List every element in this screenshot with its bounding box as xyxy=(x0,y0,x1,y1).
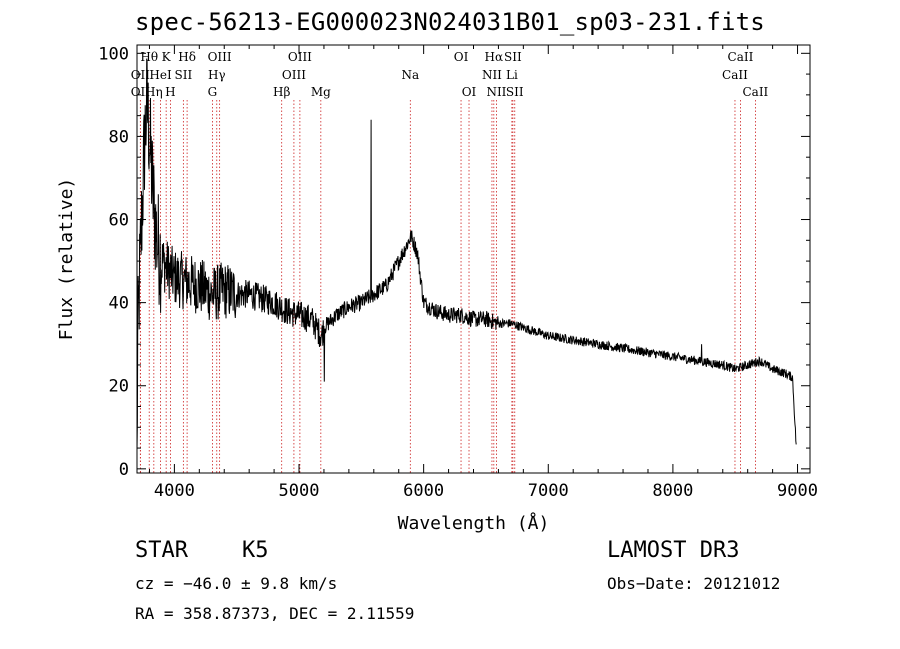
marker-label: G xyxy=(208,85,218,99)
y-tick-label: 20 xyxy=(109,377,129,397)
marker-label: OI xyxy=(462,85,477,99)
object-class: STAR xyxy=(135,538,188,563)
marker-label: CaII xyxy=(728,50,754,64)
x-axis-label: Wavelength (Å) xyxy=(398,512,550,534)
x-tick-label: 6000 xyxy=(403,481,444,501)
coordinates: RA = 358.87373, DEC = 2.11559 xyxy=(135,604,415,623)
y-axis-label: Flux (relative) xyxy=(56,178,77,341)
chart-title: spec-56213-EG000023N024031B01_sp03-231.f… xyxy=(135,8,765,36)
obs-date: Obs−Date: 20121012 xyxy=(607,574,781,593)
marker-label: Na xyxy=(401,68,419,82)
marker-label: H xyxy=(165,85,175,99)
y-tick-label: 0 xyxy=(119,460,129,480)
x-tick-label: 8000 xyxy=(652,481,693,501)
y-tick-label: 100 xyxy=(98,44,129,64)
x-tick-label: 5000 xyxy=(279,481,320,501)
marker-label: CaII xyxy=(742,85,768,99)
marker-label: Hδ xyxy=(178,50,196,64)
x-tick-label: 4000 xyxy=(154,481,195,501)
marker-label: Hγ xyxy=(208,68,226,82)
marker-label: SII xyxy=(504,50,522,64)
marker-label: OII xyxy=(131,68,151,82)
marker-label: OIII xyxy=(282,68,306,82)
marker-label: SII xyxy=(175,68,193,82)
redshift-info: cz = −46.0 ± 9.8 km/s xyxy=(135,574,338,593)
marker-label: Hθ xyxy=(140,50,158,64)
marker-label: Li xyxy=(506,68,518,82)
marker-label: NII xyxy=(486,85,506,99)
marker-label: OIII xyxy=(208,50,232,64)
marker-label: SII xyxy=(506,85,524,99)
x-tick-label: 9000 xyxy=(777,481,818,501)
marker-label: OIII xyxy=(288,50,312,64)
x-tick-label: 7000 xyxy=(528,481,569,501)
marker-label: OI xyxy=(454,50,469,64)
marker-label: OII xyxy=(131,85,151,99)
spectrum-line xyxy=(136,58,797,451)
axis-ticks: 4000 5000 6000 7000 8000 9000 0 20 40 60 80 100 xyxy=(98,44,818,501)
marker-label: CaII xyxy=(722,68,748,82)
marker-label: Hα xyxy=(485,50,504,64)
y-tick-label: 80 xyxy=(109,127,129,147)
marker-label: Mg xyxy=(311,85,331,99)
y-tick-label: 40 xyxy=(109,294,129,314)
plot-frame xyxy=(136,44,811,474)
object-subclass: K5 xyxy=(242,538,269,563)
y-tick-label: 60 xyxy=(109,211,129,231)
marker-label: Hβ xyxy=(273,85,290,99)
marker-label: Hη xyxy=(145,85,163,99)
marker-label: NII xyxy=(482,68,502,82)
survey-label: LAMOST DR3 xyxy=(607,538,740,563)
marker-label: HeI xyxy=(149,68,172,82)
marker-label: K xyxy=(162,50,172,64)
